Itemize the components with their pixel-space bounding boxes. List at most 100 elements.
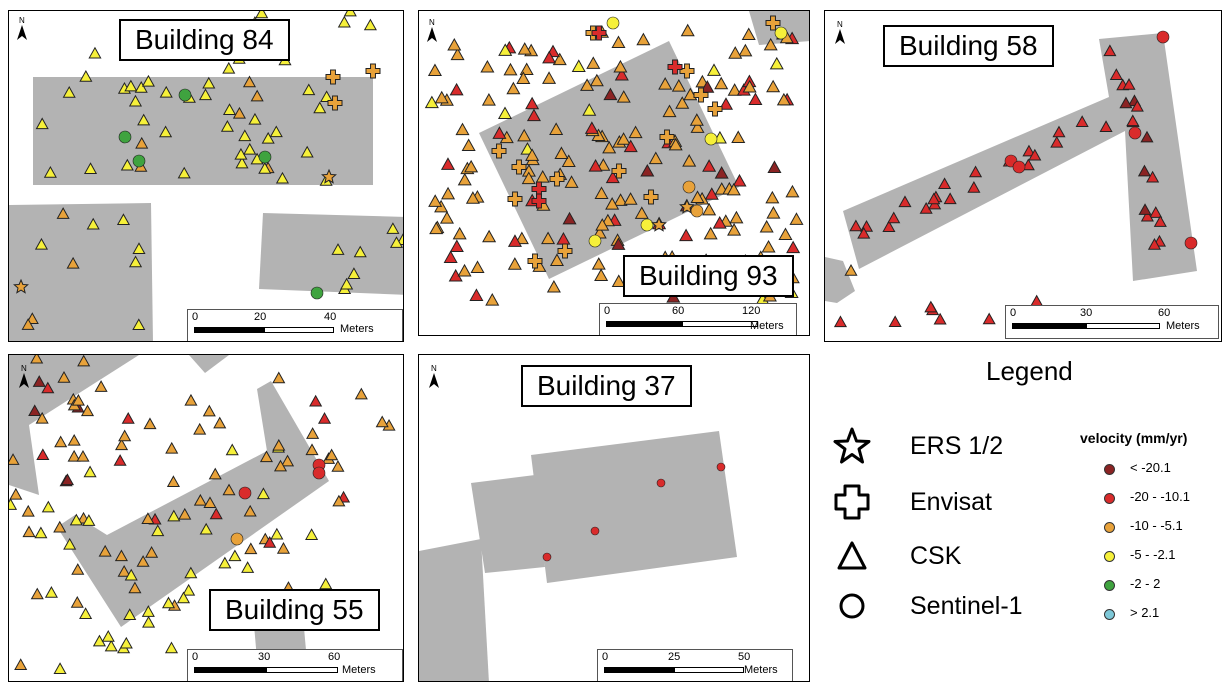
csk-point <box>943 192 957 205</box>
scale-tick: 50 <box>738 651 751 663</box>
csk-point <box>184 393 198 406</box>
csk-point <box>34 526 48 539</box>
scale-tick: 0 <box>1010 307 1017 319</box>
csk-point <box>449 239 464 252</box>
csk-point <box>56 207 70 219</box>
scale-bar: 0 60 120 Meters <box>599 303 797 335</box>
csk-point <box>208 467 222 480</box>
csk-point <box>124 568 138 581</box>
building-footprint <box>843 33 1197 281</box>
csk-point <box>849 219 863 232</box>
csk-point <box>67 449 81 462</box>
sentinel-point <box>1128 126 1142 140</box>
map-canvas <box>424 11 809 306</box>
csk-point <box>22 525 36 538</box>
sentinel-point <box>1156 30 1170 44</box>
csk-point <box>434 90 449 104</box>
csk-point <box>492 126 507 139</box>
csk-point <box>584 121 599 134</box>
csk-point <box>552 52 567 66</box>
csk-point <box>76 449 90 462</box>
sentinel-point <box>590 526 600 536</box>
csk-point <box>71 563 85 575</box>
csk-point <box>198 88 213 101</box>
csk-point <box>690 120 705 133</box>
csk-point <box>594 268 609 281</box>
envisat-point <box>591 25 607 41</box>
velocity-class-label: -20 - -10.1 <box>1130 489 1190 504</box>
csk-point <box>703 226 718 240</box>
sentinel-point <box>606 16 620 30</box>
csk-point <box>35 117 49 130</box>
csk-point <box>447 37 462 51</box>
scale-tick: 30 <box>258 651 271 663</box>
csk-point <box>386 222 400 234</box>
legend-sensor-label: ERS 1/2 <box>910 432 1004 460</box>
csk-point <box>193 493 207 506</box>
csk-point <box>517 128 532 142</box>
csk-point <box>714 166 729 179</box>
csk-point <box>79 607 93 619</box>
sentinel-point <box>1012 160 1026 174</box>
scale-unit: Meters <box>340 323 374 335</box>
csk-point <box>726 182 741 196</box>
csk-point <box>136 555 150 567</box>
velocity-class-label: -5 - -2.1 <box>1130 547 1176 562</box>
csk-point <box>104 639 118 652</box>
csk-point <box>354 387 368 400</box>
csk-point <box>582 103 597 116</box>
csk-point <box>243 504 257 517</box>
csk-point <box>124 79 138 92</box>
csk-point <box>1119 96 1133 109</box>
sentinel-point <box>1184 236 1198 250</box>
csk-point <box>449 82 464 96</box>
csk-point <box>470 260 485 273</box>
csk-point <box>969 165 983 178</box>
csk-point <box>94 380 108 392</box>
sentinel-point <box>312 466 326 480</box>
map-panel-building-58: N Building 58 0 30 60 Meters <box>824 10 1222 342</box>
csk-point <box>67 433 81 446</box>
csk-point <box>57 370 71 383</box>
triangle-icon <box>837 541 867 570</box>
scale-tick: 120 <box>742 305 761 317</box>
building-footprint <box>419 539 489 681</box>
csk-point <box>44 586 58 598</box>
csk-point <box>343 11 357 17</box>
scale-tick: 20 <box>254 311 267 323</box>
csk-point <box>786 240 801 254</box>
csk-point <box>222 483 236 496</box>
csk-point <box>465 191 480 204</box>
scale-bar: 0 30 60 Meters <box>1005 305 1219 339</box>
csk-point <box>228 549 242 562</box>
sentinel-point <box>656 478 666 488</box>
csk-point <box>320 90 334 103</box>
building-footprint <box>33 77 373 185</box>
csk-point <box>331 243 345 255</box>
csk-point <box>167 509 181 522</box>
csk-point <box>690 190 705 203</box>
csk-point <box>98 544 112 557</box>
csk-point <box>882 220 896 232</box>
circle-icon <box>839 593 865 619</box>
csk-point <box>353 245 367 258</box>
csk-point <box>789 212 804 225</box>
velocity-swatch <box>1104 522 1115 533</box>
legend-sensor-csk: CSK <box>832 536 1052 576</box>
csk-point <box>77 355 91 367</box>
velocity-class: > 2.1 <box>1104 605 1228 623</box>
csk-point <box>613 193 628 206</box>
csk-point <box>128 255 143 268</box>
csk-point <box>525 148 540 161</box>
csk-point <box>571 59 586 72</box>
map-canvas <box>419 431 737 681</box>
csk-point <box>21 318 35 330</box>
scale-tick: 60 <box>672 305 685 317</box>
csk-point <box>714 76 729 90</box>
csk-point <box>1147 238 1162 250</box>
building-footprint <box>531 431 737 583</box>
map-panel-building-84: N Building 84 0 20 40 Meters <box>8 10 404 342</box>
csk-point <box>235 156 249 169</box>
csk-point <box>457 263 472 277</box>
csk-point <box>767 160 782 173</box>
